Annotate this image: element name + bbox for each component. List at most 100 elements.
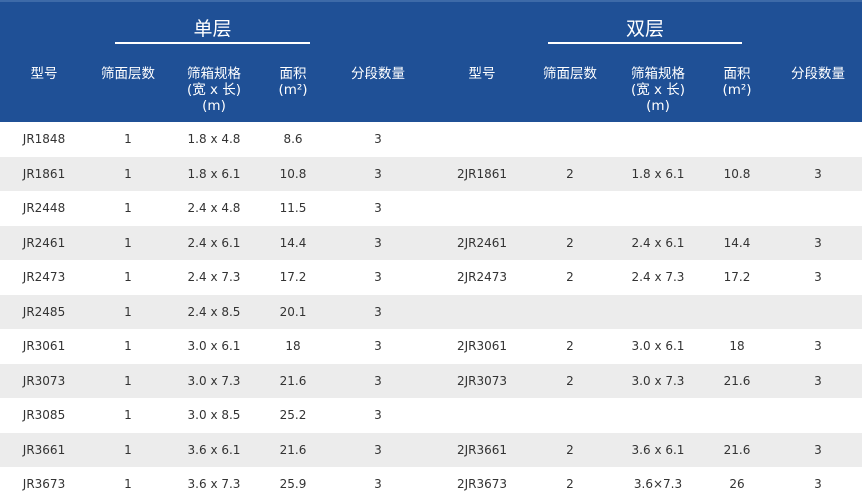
double-cell: 3 — [814, 339, 822, 353]
double-cell: 26 — [729, 477, 745, 491]
table-row: JR1861 1 1.8 x 6.1 10.8 3 2JR1861 2 1.8 x 6.1 10… — [0, 156, 862, 191]
single-cell: 3 — [374, 304, 382, 319]
double-cell: 3 — [814, 477, 822, 491]
table-row: JR2485 1 2.4 x 8.5 20.1 3 — [0, 294, 862, 329]
double-cell: 2 — [566, 166, 574, 181]
double-cell: 3.6×7.3 — [633, 477, 683, 491]
header-text: 筛面层数 — [101, 66, 155, 82]
double-cell: 21.6 — [723, 442, 751, 457]
header-text: 型号 — [468, 66, 496, 82]
double-cell: 3 — [814, 235, 822, 250]
double-cell: 17.2 — [723, 270, 751, 284]
table-row: JR3673 1 3.6 x 7.3 25.9 3 2JR3673 2 3.6×7.3 26 3 — [0, 467, 862, 502]
single-cell: 25.2 — [279, 408, 307, 422]
single-cell: 3 — [374, 373, 382, 388]
single-cell: 3.0 x 7.3 — [187, 373, 241, 388]
single-cell: 1 — [124, 408, 132, 422]
double-cell: 2JR2461 — [456, 235, 508, 250]
header-text: 分段数量 — [791, 66, 845, 82]
double-cell: 14.4 — [723, 235, 751, 250]
single-cell: 21.6 — [279, 373, 307, 388]
header-single-layers: 筛面层数 — [78, 66, 178, 82]
single-cell: JR2473 — [22, 270, 66, 284]
header-text: 筛面层数 — [543, 66, 597, 82]
single-cell: 1 — [124, 477, 132, 491]
single-cell: 1 — [124, 304, 132, 319]
double-cell: 3 — [814, 166, 822, 181]
double-cell: 18 — [729, 339, 745, 353]
single-cell: 1 — [124, 270, 132, 284]
table-row: JR3061 1 3.0 x 6.1 18 3 2JR3061 2 3.0 x 6.1 18 3 — [0, 329, 862, 364]
header-text: 面积 — [723, 66, 751, 82]
single-cell: 2.4 x 6.1 — [187, 235, 241, 250]
double-cell: 2 — [566, 235, 574, 250]
header-single-area: 面积 (m²) — [243, 66, 343, 98]
single-cell: JR2485 — [22, 304, 66, 319]
single-cell: 10.8 — [279, 166, 307, 181]
double-cell: 2 — [566, 339, 574, 353]
single-cell: 1.8 x 4.8 — [187, 132, 241, 146]
table-body: JR1848 1 1.8 x 4.8 8.6 3 JR1861 1 1.8 x 6.1 10.8… — [0, 122, 862, 502]
single-cell: JR3061 — [22, 339, 66, 353]
double-cell: 2JR3673 — [456, 477, 508, 491]
double-cell: 2JR3661 — [456, 442, 508, 457]
single-cell: 1 — [124, 132, 132, 146]
header-text: (宽 x 长) — [630, 82, 686, 98]
single-cell: JR3661 — [22, 442, 66, 457]
double-cell: 3 — [814, 442, 822, 457]
table-row: JR3085 1 3.0 x 8.5 25.2 3 — [0, 398, 862, 433]
single-cell: 3 — [374, 166, 382, 181]
header-double-layers: 筛面层数 — [520, 66, 620, 82]
double-cell: 3 — [814, 373, 822, 388]
header-single-spec: 筛箱规格 (宽 x 长) (m) — [164, 66, 264, 114]
double-cell: 1.8 x 6.1 — [631, 166, 685, 181]
single-cell: JR3673 — [22, 477, 66, 491]
single-cell: 3.0 x 8.5 — [187, 408, 241, 422]
single-cell: 14.4 — [279, 235, 307, 250]
single-cell: 3 — [374, 442, 382, 457]
divider — [548, 42, 742, 44]
single-cell: 2.4 x 8.5 — [187, 304, 241, 319]
single-cell: 3 — [374, 201, 382, 215]
single-cell: 3.6 x 7.3 — [187, 477, 241, 491]
table-header: 单层 双层 型号 筛面层数 筛箱规格 (宽 x 长) (m) 面积 (m²) 分段数量 型号 筛面… — [0, 0, 862, 122]
single-cell: JR2461 — [22, 235, 66, 250]
single-cell: 3 — [374, 132, 382, 146]
header-double-spec: 筛箱规格 (宽 x 长) (m) — [608, 66, 708, 114]
single-cell: 1 — [124, 442, 132, 457]
header-single-sections: 分段数量 — [328, 66, 428, 82]
table-row: JR2448 1 2.4 x 4.8 11.5 3 — [0, 191, 862, 226]
double-cell: 2JR1861 — [456, 166, 508, 181]
header-text: 筛箱规格 — [187, 66, 241, 82]
header-text: 分段数量 — [351, 66, 405, 82]
table-row: JR2461 1 2.4 x 6.1 14.4 3 2JR2461 2 2.4 x 6.1 14… — [0, 225, 862, 260]
double-cell: 3 — [814, 270, 822, 284]
single-cell: 3 — [374, 477, 382, 491]
table-row: JR3073 1 3.0 x 7.3 21.6 3 2JR3073 2 3.0 x 7.3 21… — [0, 363, 862, 398]
double-cell: 21.6 — [723, 373, 751, 388]
group-single: 单层 — [115, 14, 310, 44]
double-cell: 2 — [566, 270, 574, 284]
single-cell: JR3073 — [22, 373, 66, 388]
single-cell: 17.2 — [279, 270, 307, 284]
table-row: JR1848 1 1.8 x 4.8 8.6 3 — [0, 122, 862, 157]
table-row: JR3661 1 3.6 x 6.1 21.6 3 2JR3661 2 3.6 x 6.1 21… — [0, 432, 862, 467]
single-cell: 1 — [124, 373, 132, 388]
single-cell: JR1848 — [22, 132, 66, 146]
double-cell: 3.0 x 6.1 — [631, 339, 685, 353]
single-cell: 3 — [374, 408, 382, 422]
group-single-title: 单层 — [193, 18, 232, 40]
single-cell: 1 — [124, 339, 132, 353]
double-cell: 2JR3073 — [456, 373, 508, 388]
single-cell: 3 — [374, 270, 382, 284]
single-cell: 2.4 x 7.3 — [187, 270, 241, 284]
header-text: 型号 — [30, 66, 58, 82]
double-cell: 2 — [566, 373, 574, 388]
header-text: (宽 x 长) — [186, 82, 242, 98]
single-cell: 3.6 x 6.1 — [187, 442, 241, 457]
double-cell: 2 — [566, 442, 574, 457]
divider — [115, 42, 310, 44]
single-cell: 18 — [285, 339, 301, 353]
single-cell: 25.9 — [279, 477, 307, 491]
single-cell: 1 — [124, 166, 132, 181]
